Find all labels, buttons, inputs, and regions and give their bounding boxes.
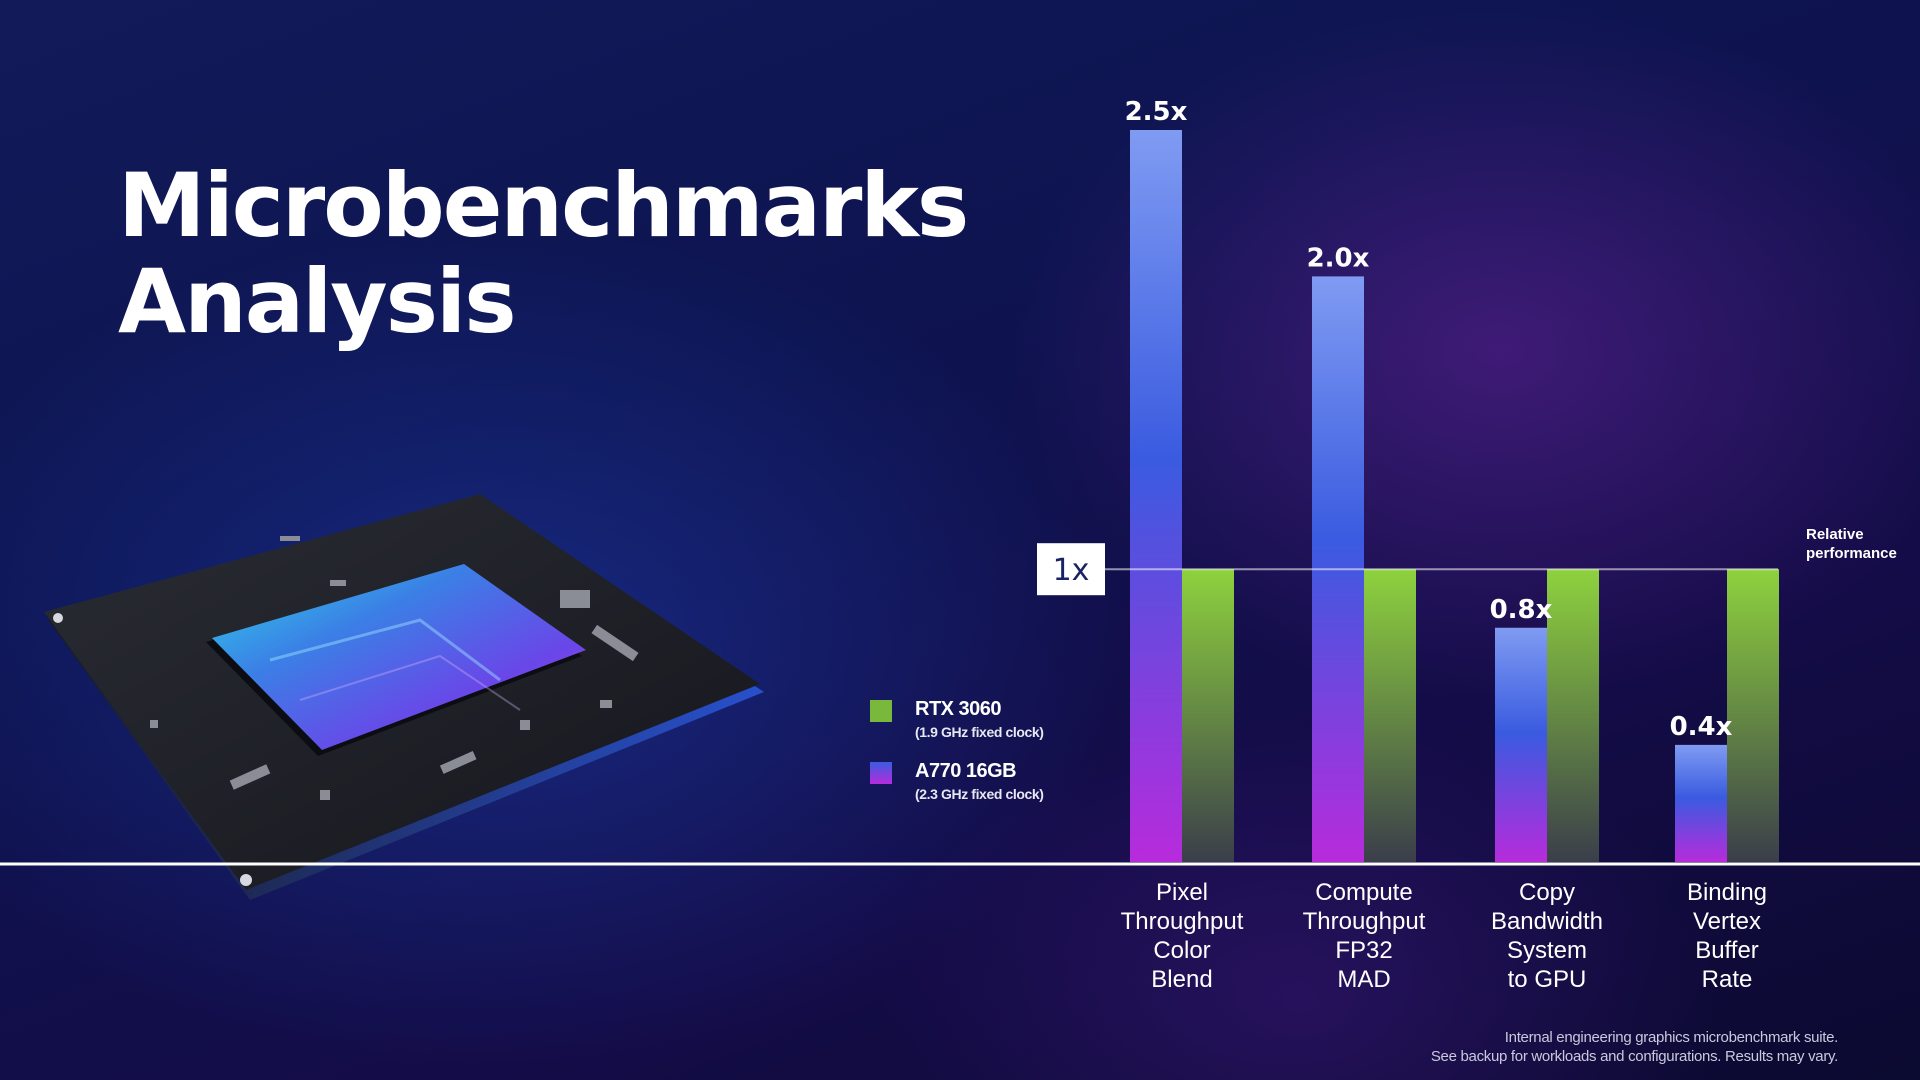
data-label-copy: 0.8x xyxy=(1490,595,1553,625)
category-label-line: Throughput xyxy=(1121,908,1244,935)
category-label-line: Blend xyxy=(1151,966,1212,993)
category-label-line: Throughput xyxy=(1303,908,1426,935)
category-label-line: System xyxy=(1507,937,1587,964)
category-label-compute: Compute Throughput FP32 MAD xyxy=(1303,879,1426,993)
data-label-binding: 0.4x xyxy=(1670,712,1733,742)
category-label-line: Pixel xyxy=(1156,879,1208,906)
baseline-annotation-line: Relative xyxy=(1806,526,1864,543)
bar-rtx3060-binding xyxy=(1727,569,1779,862)
footnote-line-1: Internal engineering graphics microbench… xyxy=(1504,1029,1839,1046)
category-label-line: Bandwidth xyxy=(1491,908,1603,935)
bar-rtx3060-compute xyxy=(1364,569,1416,862)
bar-a770-pixel xyxy=(1130,130,1182,862)
category-label-copy: Copy Bandwidth System to GPU xyxy=(1491,879,1603,993)
category-label-line: Color xyxy=(1153,937,1210,964)
category-label-line: Copy xyxy=(1519,879,1575,906)
baseline-annotation-line: performance xyxy=(1806,545,1897,562)
category-label-line: Compute xyxy=(1315,879,1412,906)
category-label-line: Buffer xyxy=(1695,937,1759,964)
legend-name-a770: A770 16GB xyxy=(915,760,1017,782)
bar-rtx3060-copy xyxy=(1547,569,1599,862)
title-line-1: Microbenchmarks xyxy=(118,154,969,257)
category-label-line: to GPU xyxy=(1508,966,1587,993)
footnote-line-2: See backup for workloads and configurati… xyxy=(1430,1048,1838,1065)
category-label-line: Vertex xyxy=(1693,908,1761,935)
gpu-chip-image xyxy=(44,494,764,900)
data-label-compute: 2.0x xyxy=(1307,243,1370,273)
baseline-annotation: Relative performance xyxy=(1806,526,1897,562)
bar-rtx3060-pixel xyxy=(1182,569,1234,862)
category-label-binding: Binding Vertex Buffer Rate xyxy=(1687,879,1767,993)
category-label-line: FP32 xyxy=(1335,937,1392,964)
legend-name-rtx3060: RTX 3060 xyxy=(915,698,1002,720)
category-label-pixel: Pixel Throughput Color Blend xyxy=(1121,879,1244,993)
legend-swatch-rtx3060 xyxy=(870,700,892,722)
slide-title: Microbenchmarks Analysis xyxy=(118,154,969,353)
category-label-line: Rate xyxy=(1702,966,1753,993)
bar-a770-binding xyxy=(1675,744,1727,862)
footnote: Internal engineering graphics microbench… xyxy=(1431,1028,1838,1066)
legend-swatch-a770 xyxy=(870,762,892,784)
title-line-2: Analysis xyxy=(118,250,517,353)
bar-a770-copy xyxy=(1495,627,1547,862)
legend-sub-a770: (2.3 GHz fixed clock) xyxy=(915,786,1044,802)
baseline-badge-label: 1x xyxy=(1053,553,1090,588)
category-label-line: Binding xyxy=(1687,879,1767,906)
baseline-badge xyxy=(1037,543,1105,596)
legend-sub-rtx3060: (1.9 GHz fixed clock) xyxy=(915,724,1044,740)
category-label-line: MAD xyxy=(1337,966,1390,993)
data-label-pixel: 2.5x xyxy=(1125,97,1188,127)
